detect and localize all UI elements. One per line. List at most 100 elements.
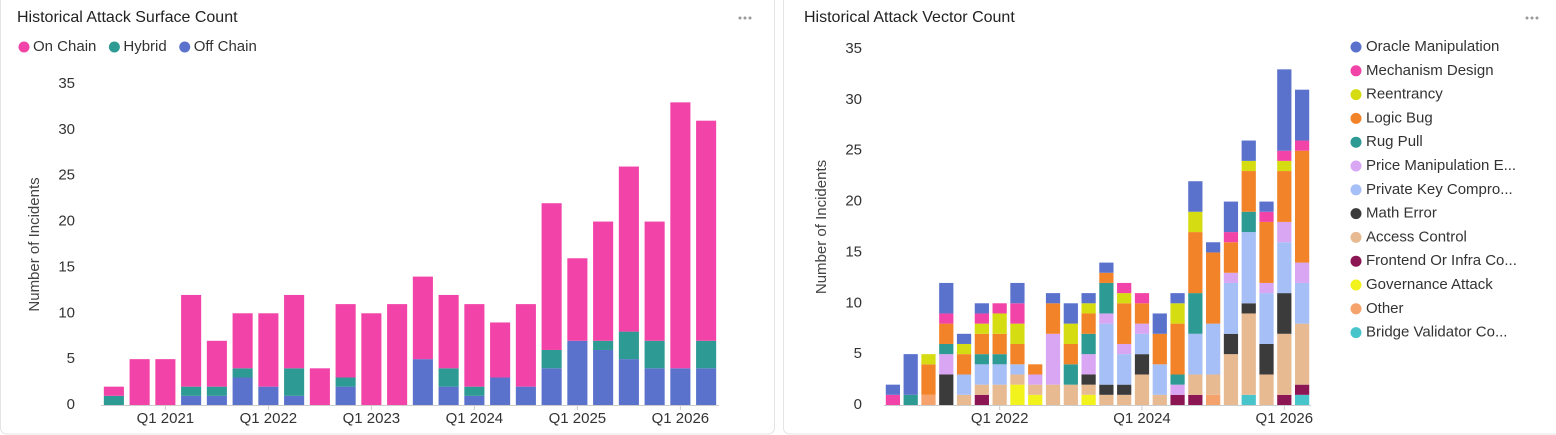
legend-swatch bbox=[1350, 160, 1362, 172]
bar-segment bbox=[1152, 313, 1167, 334]
bar-segment bbox=[1081, 313, 1096, 334]
bar-segment bbox=[1170, 384, 1185, 395]
bar-segment bbox=[1223, 232, 1239, 243]
bar-segment bbox=[696, 340, 717, 369]
bar-segment bbox=[206, 340, 227, 387]
bar-segment bbox=[1081, 394, 1096, 405]
bar-segment bbox=[412, 276, 433, 360]
bar-segment bbox=[1099, 313, 1114, 324]
bar-segment bbox=[1117, 343, 1132, 355]
bar-segment bbox=[1028, 364, 1043, 375]
bar-segment bbox=[1294, 323, 1310, 385]
bar-segment bbox=[1099, 262, 1114, 273]
bar-segment bbox=[992, 313, 1007, 334]
legend-swatch bbox=[1350, 184, 1362, 196]
bar-segment bbox=[1259, 343, 1274, 375]
bar-segment bbox=[1223, 354, 1239, 405]
menu-button[interactable] bbox=[1525, 16, 1539, 20]
bar-segment bbox=[335, 386, 356, 405]
legend-label: Off Chain bbox=[194, 38, 257, 55]
bar-segment bbox=[593, 340, 614, 350]
bar-segment bbox=[1188, 232, 1203, 294]
legend-swatch bbox=[1350, 303, 1362, 315]
bar-segment bbox=[974, 384, 989, 395]
bar-segment bbox=[1206, 242, 1221, 253]
bar-segment bbox=[1277, 221, 1292, 243]
legend-label: Other bbox=[1366, 300, 1404, 317]
bar-segment bbox=[181, 386, 202, 396]
bar-segment bbox=[1152, 333, 1167, 365]
bar-segment bbox=[670, 102, 691, 369]
bar-segment bbox=[1063, 343, 1078, 365]
bar-segment bbox=[593, 221, 614, 341]
y-tick-label: 25 bbox=[845, 142, 862, 159]
bar-segment bbox=[1170, 323, 1185, 375]
bar-segment bbox=[1277, 242, 1292, 294]
bar-segment bbox=[1134, 293, 1150, 304]
bar-segment bbox=[1223, 201, 1239, 233]
bar-segment bbox=[1045, 293, 1061, 304]
y-tick-label: 5 bbox=[67, 350, 75, 367]
legend-label: Private Key Compro... bbox=[1366, 181, 1513, 198]
bar-segment bbox=[438, 368, 459, 387]
bar-segment bbox=[1241, 394, 1256, 405]
bar-segment bbox=[541, 368, 562, 405]
x-tick-label: Q1 2022 bbox=[240, 410, 298, 427]
bar-segment bbox=[903, 394, 918, 405]
bar-segment bbox=[438, 386, 459, 405]
bar-segment bbox=[541, 203, 562, 350]
menu-button[interactable] bbox=[738, 16, 752, 20]
bar-segment bbox=[1294, 89, 1310, 141]
bar-segment bbox=[1099, 323, 1114, 385]
y-tick-label: 30 bbox=[845, 91, 862, 108]
bar-segment bbox=[1010, 384, 1025, 405]
bar-segment bbox=[1241, 303, 1256, 314]
bar-segment bbox=[921, 394, 936, 405]
y-tick-label: 30 bbox=[58, 121, 75, 138]
legend-swatch bbox=[1350, 41, 1362, 53]
bar-segment bbox=[1099, 282, 1114, 314]
bar-segment bbox=[1134, 323, 1150, 334]
bar-segment bbox=[1081, 293, 1096, 304]
bar-segment bbox=[1117, 394, 1132, 405]
bar-segment bbox=[1223, 272, 1239, 283]
bar-segment bbox=[284, 368, 305, 396]
y-tick-label: 10 bbox=[845, 294, 862, 311]
x-tick-label: Q1 2024 bbox=[1113, 410, 1171, 427]
bar-segment bbox=[464, 304, 485, 387]
bar-segment bbox=[1045, 333, 1061, 385]
bar-segment bbox=[1188, 181, 1203, 212]
bar-segment bbox=[956, 354, 972, 375]
legend-swatch bbox=[108, 41, 120, 53]
y-tick-label: 35 bbox=[58, 75, 75, 92]
bar-segment bbox=[1223, 242, 1239, 273]
y-tick-label: 10 bbox=[58, 304, 75, 321]
bar-segment bbox=[1081, 333, 1096, 355]
legend-swatch bbox=[18, 41, 30, 53]
bar-segment bbox=[1099, 272, 1114, 283]
bar-segment bbox=[258, 386, 279, 405]
bar-segment bbox=[1063, 323, 1078, 344]
bar-segment bbox=[206, 386, 227, 396]
bar-segment bbox=[181, 294, 202, 387]
bar-segment bbox=[258, 313, 279, 387]
bar-segment bbox=[1277, 160, 1292, 172]
x-tick-label: Q1 2026 bbox=[652, 410, 710, 427]
bar-segment bbox=[335, 377, 356, 387]
legend-label: Frontend Or Infra Co... bbox=[1366, 252, 1517, 269]
bar-segment bbox=[232, 377, 253, 405]
bar-segment bbox=[903, 354, 918, 395]
bar-segment bbox=[1277, 333, 1292, 395]
legend-label: Price Manipulation E... bbox=[1366, 157, 1516, 174]
bar-segment bbox=[1081, 374, 1096, 385]
x-tick-label: Q1 2022 bbox=[971, 410, 1029, 427]
bar-segment bbox=[1134, 354, 1150, 375]
bar-segment bbox=[992, 384, 1007, 405]
legend-swatch bbox=[1350, 65, 1362, 77]
bar-segment bbox=[567, 258, 588, 341]
bar-segment bbox=[1028, 384, 1043, 395]
bar-segment bbox=[974, 313, 989, 324]
bar-segment bbox=[939, 343, 954, 355]
bar-segment bbox=[1259, 211, 1274, 222]
legend-label: Reentrancy bbox=[1366, 86, 1443, 103]
